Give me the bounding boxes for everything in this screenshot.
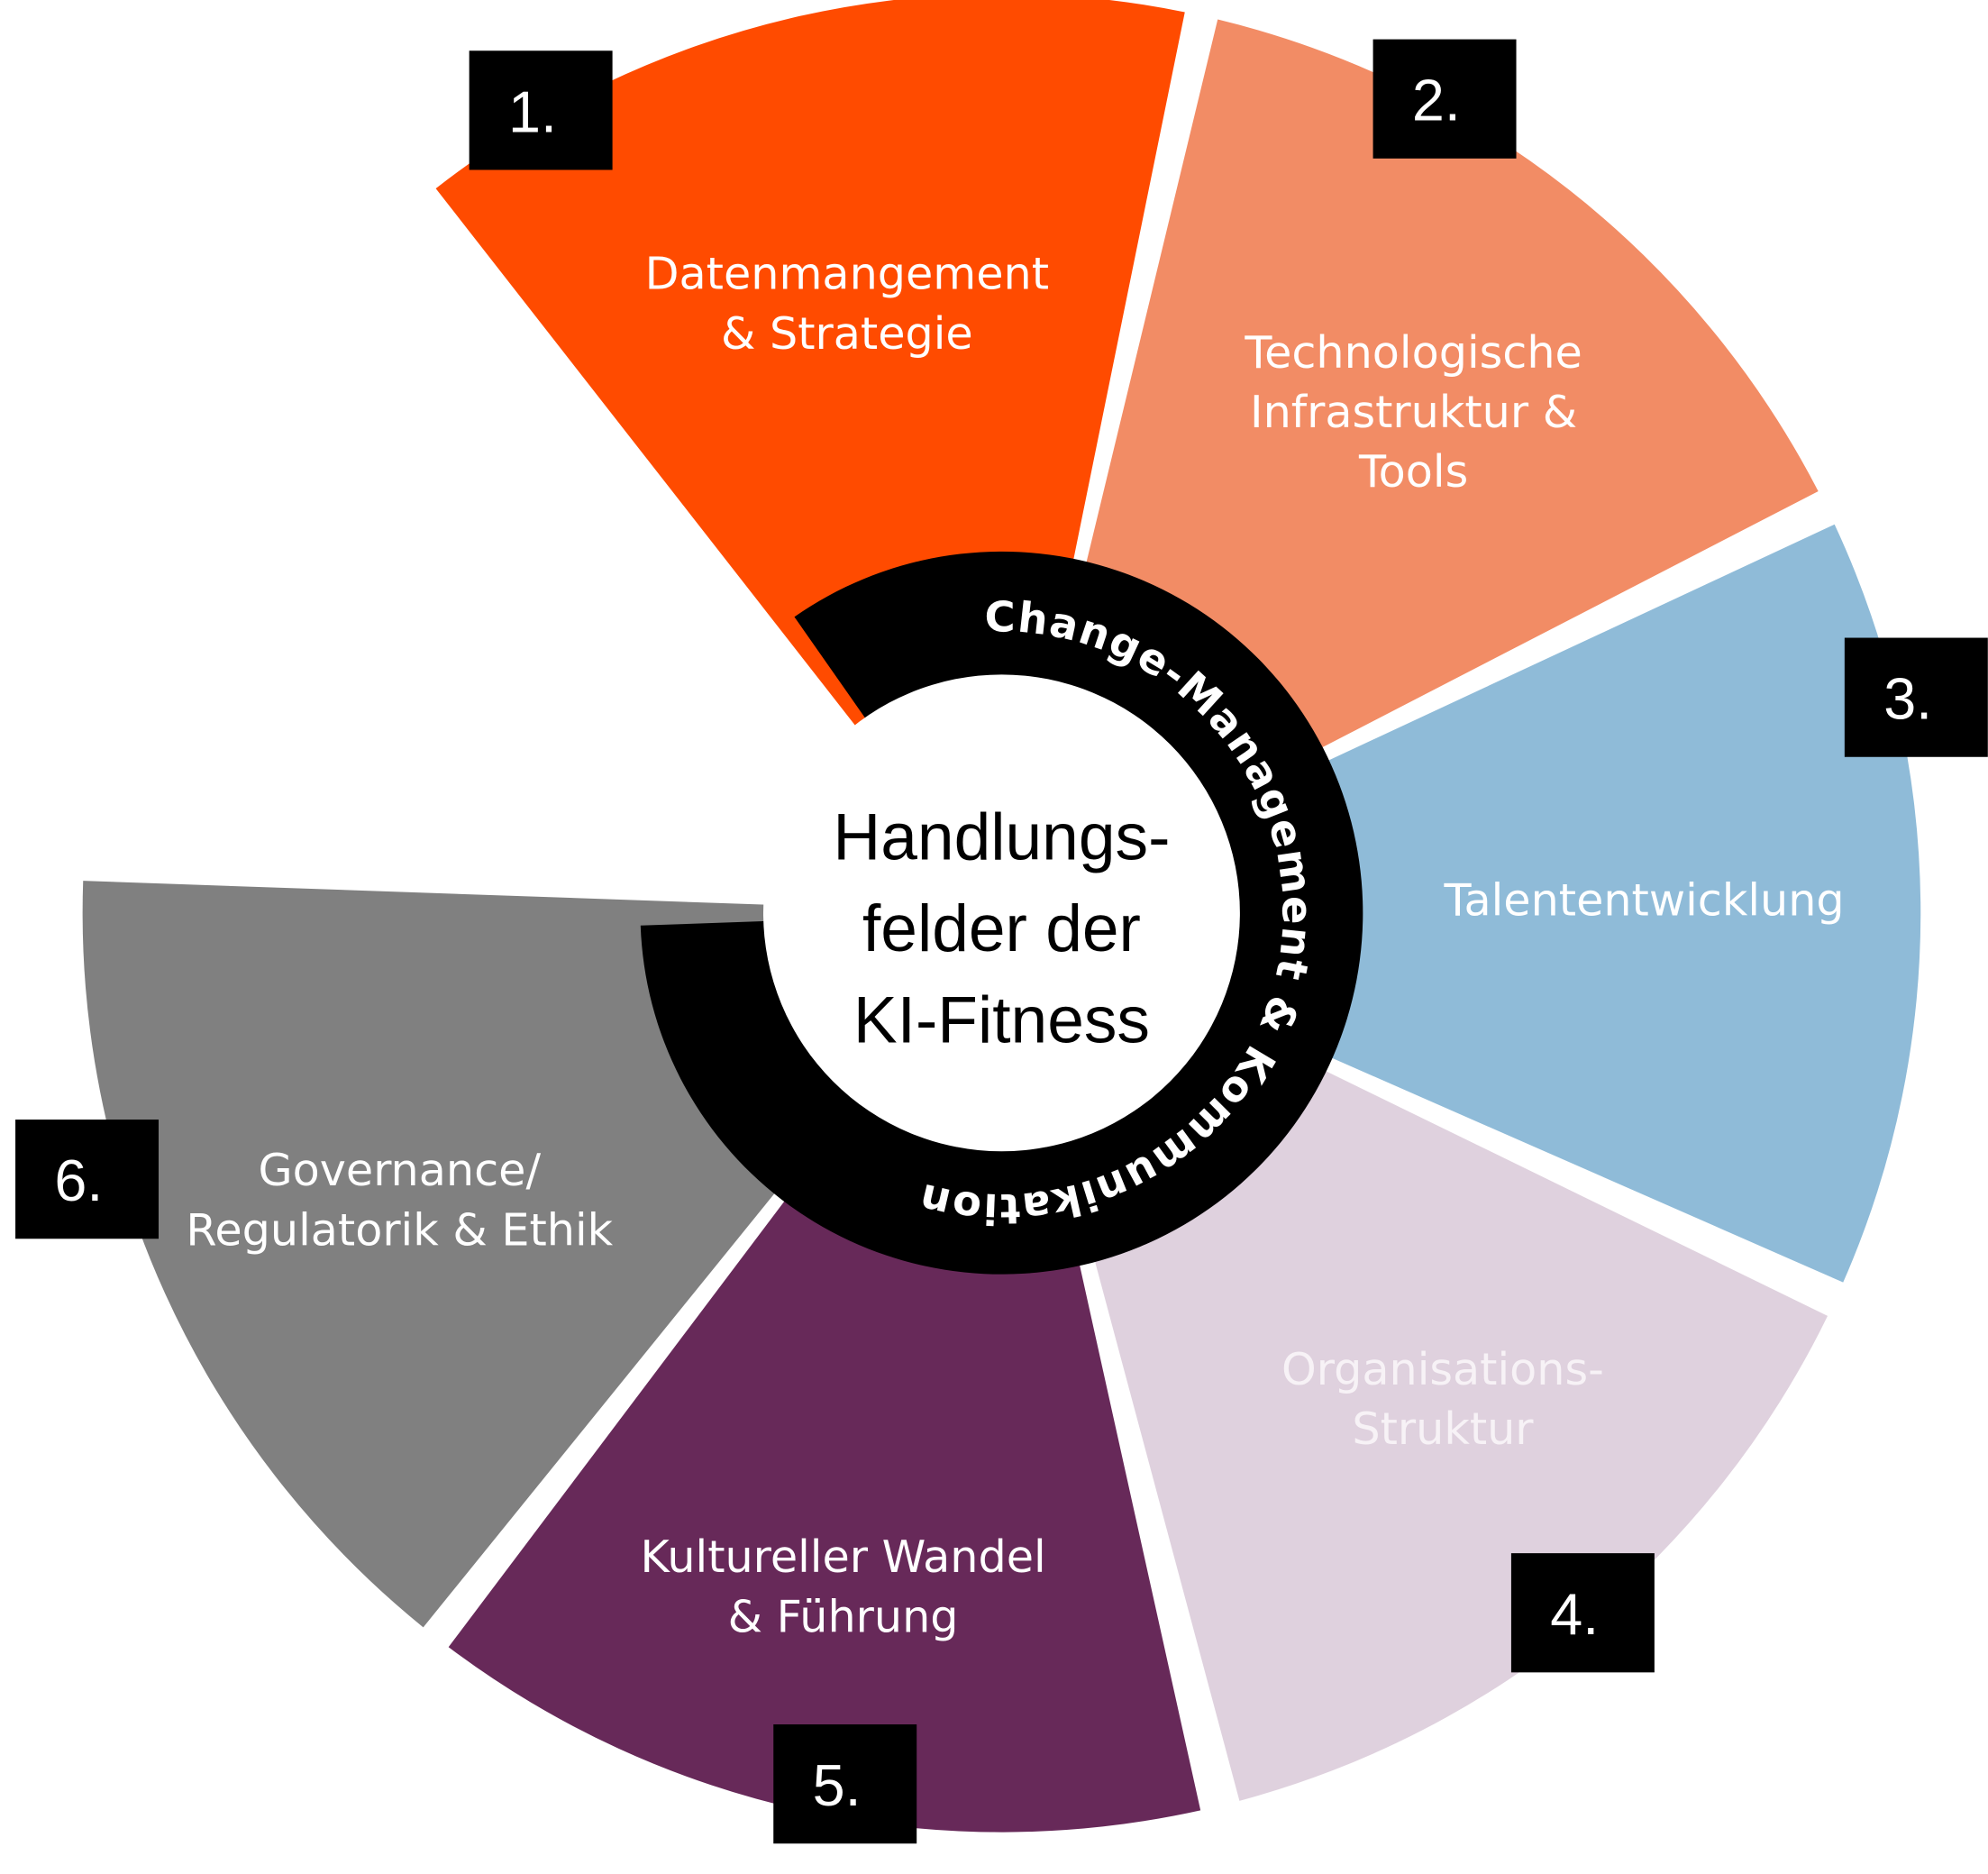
segment-label-5: & Führung: [728, 1590, 959, 1642]
segment-number-badges: 1. 2. 3. 4. 5. 6.: [15, 39, 1988, 1844]
number-badge-text-3: 3.: [1883, 666, 1932, 732]
center-title: Handlungs- felder der KI-Fitness: [833, 801, 1170, 1057]
segment-label-6: Governance/: [259, 1144, 542, 1196]
number-badge-6: [15, 1120, 160, 1239]
number-badge-2: [1372, 39, 1517, 159]
number-badge-1: [469, 50, 613, 170]
segment-label-1: Datenmangement: [645, 248, 1049, 300]
segment-label-3: Talententwicklung: [1444, 874, 1845, 927]
number-badge-text-2: 2.: [1412, 68, 1461, 133]
segment-label-2: Technologische: [1244, 326, 1582, 379]
center-line-1: Handlungs-: [833, 801, 1170, 874]
number-badge-5: [773, 1724, 917, 1844]
segment-label-4: Organisations-: [1281, 1343, 1604, 1395]
number-badge-3: [1844, 637, 1988, 757]
number-badge-4: [1510, 1553, 1655, 1673]
number-badge-text-6: 6.: [54, 1147, 103, 1213]
segment-label-2: Tools: [1358, 445, 1468, 498]
number-badge-text-5: 5.: [813, 1752, 862, 1818]
segment-label-1: & Strategie: [721, 307, 973, 360]
segment-label-5: Kultureller Wandel: [641, 1531, 1046, 1583]
center-line-3: KI-Fitness: [853, 983, 1150, 1056]
number-badge-text-4: 4.: [1550, 1581, 1599, 1647]
change-management-ring: [640, 551, 1363, 1275]
segment-label-4: Struktur: [1352, 1403, 1534, 1455]
center-line-2: felder der: [862, 892, 1141, 965]
segment-label-2: Infrastruktur &: [1250, 386, 1577, 438]
segment-wedge-3: [1001, 524, 1921, 1283]
segment-label-6: Regulatorik & Ethik: [186, 1203, 613, 1256]
segment-labels: Datenmangement & Strategie Technologische I…: [186, 248, 1844, 1643]
center-circle: [762, 674, 1240, 1152]
number-badge-text-1: 1.: [508, 78, 557, 144]
